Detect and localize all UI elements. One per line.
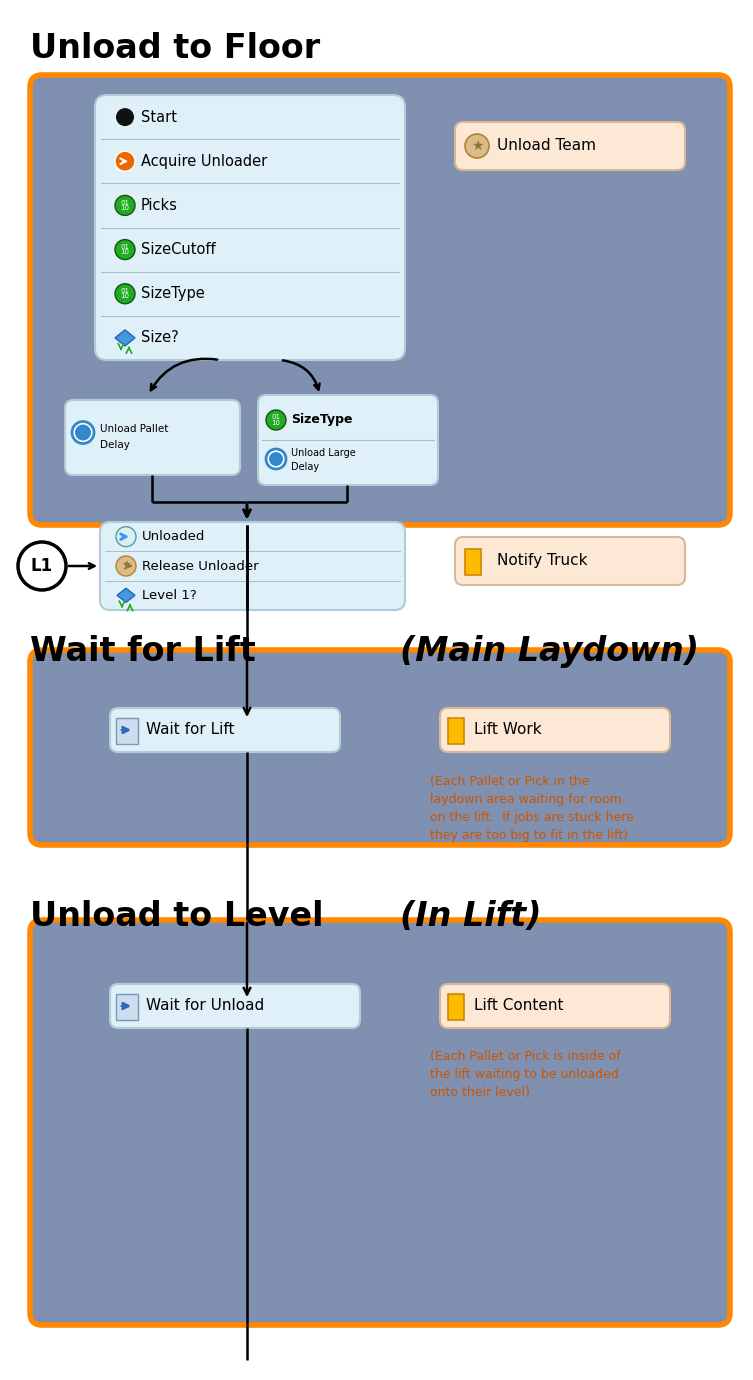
FancyBboxPatch shape (455, 537, 685, 585)
Text: SizeType: SizeType (141, 286, 205, 301)
Text: 01
10: 01 10 (120, 244, 130, 255)
FancyBboxPatch shape (110, 984, 360, 1028)
Text: (Each Pallet or Pick in the
laydown area waiting for room
on the lift.  If jobs : (Each Pallet or Pick in the laydown area… (430, 776, 634, 842)
Text: (Main Laydown): (Main Laydown) (400, 635, 699, 668)
Circle shape (266, 448, 286, 469)
FancyBboxPatch shape (448, 994, 464, 1020)
Text: (In Lift): (In Lift) (400, 900, 541, 933)
FancyBboxPatch shape (116, 718, 138, 744)
Text: Unload to Level: Unload to Level (30, 900, 324, 933)
Circle shape (465, 134, 489, 157)
Text: Wait for Lift: Wait for Lift (146, 723, 234, 737)
FancyBboxPatch shape (30, 75, 730, 524)
Text: Release Unloader: Release Unloader (142, 559, 258, 573)
Circle shape (115, 240, 135, 259)
FancyBboxPatch shape (110, 708, 340, 752)
Text: Delay: Delay (291, 462, 319, 472)
FancyBboxPatch shape (440, 708, 670, 752)
Text: Unload Pallet: Unload Pallet (100, 425, 169, 435)
Circle shape (116, 527, 136, 546)
Circle shape (115, 196, 135, 215)
Text: SizeCutoff: SizeCutoff (141, 241, 215, 257)
Circle shape (269, 453, 283, 466)
Text: ★: ★ (471, 139, 483, 153)
Text: Picks: Picks (141, 197, 178, 213)
Text: Delay: Delay (100, 440, 130, 450)
Circle shape (116, 556, 136, 575)
Text: (Each Pallet or Pick is inside of
the lift waiting to be unloaded
onto their lev: (Each Pallet or Pick is inside of the li… (430, 1050, 620, 1098)
FancyBboxPatch shape (95, 95, 405, 360)
FancyBboxPatch shape (116, 994, 138, 1020)
Text: 01
10: 01 10 (120, 288, 130, 299)
Text: Acquire Unloader: Acquire Unloader (141, 153, 267, 168)
Text: Wait for Lift: Wait for Lift (30, 635, 256, 668)
FancyBboxPatch shape (455, 121, 685, 170)
Polygon shape (117, 588, 135, 602)
Text: SizeType: SizeType (291, 414, 352, 426)
Text: L1: L1 (31, 558, 53, 575)
Text: Unload Team: Unload Team (497, 138, 596, 153)
Circle shape (115, 284, 135, 304)
Text: Start: Start (141, 109, 177, 124)
Circle shape (18, 542, 66, 591)
Text: Notify Truck: Notify Truck (497, 553, 587, 569)
Circle shape (72, 421, 94, 443)
Circle shape (115, 152, 135, 171)
Text: Unload Large: Unload Large (291, 448, 355, 458)
Polygon shape (115, 330, 135, 346)
Circle shape (266, 410, 286, 431)
FancyBboxPatch shape (65, 400, 240, 475)
FancyBboxPatch shape (440, 984, 670, 1028)
Circle shape (75, 425, 91, 440)
Text: 01
10: 01 10 (272, 414, 281, 426)
Text: Level 1?: Level 1? (142, 589, 197, 602)
Text: ★: ★ (121, 562, 131, 571)
Circle shape (116, 108, 134, 126)
FancyBboxPatch shape (30, 920, 730, 1325)
Text: Unloaded: Unloaded (142, 530, 206, 544)
FancyBboxPatch shape (465, 549, 481, 575)
Text: Wait for Unload: Wait for Unload (146, 999, 264, 1013)
Text: Unload to Floor: Unload to Floor (30, 32, 320, 65)
FancyBboxPatch shape (258, 395, 438, 484)
Text: 01
10: 01 10 (120, 200, 130, 211)
FancyBboxPatch shape (30, 650, 730, 845)
FancyBboxPatch shape (100, 522, 405, 610)
Text: Size?: Size? (141, 330, 178, 345)
FancyBboxPatch shape (448, 718, 464, 744)
Text: Lift Content: Lift Content (474, 999, 563, 1013)
Text: Lift Work: Lift Work (474, 723, 541, 737)
